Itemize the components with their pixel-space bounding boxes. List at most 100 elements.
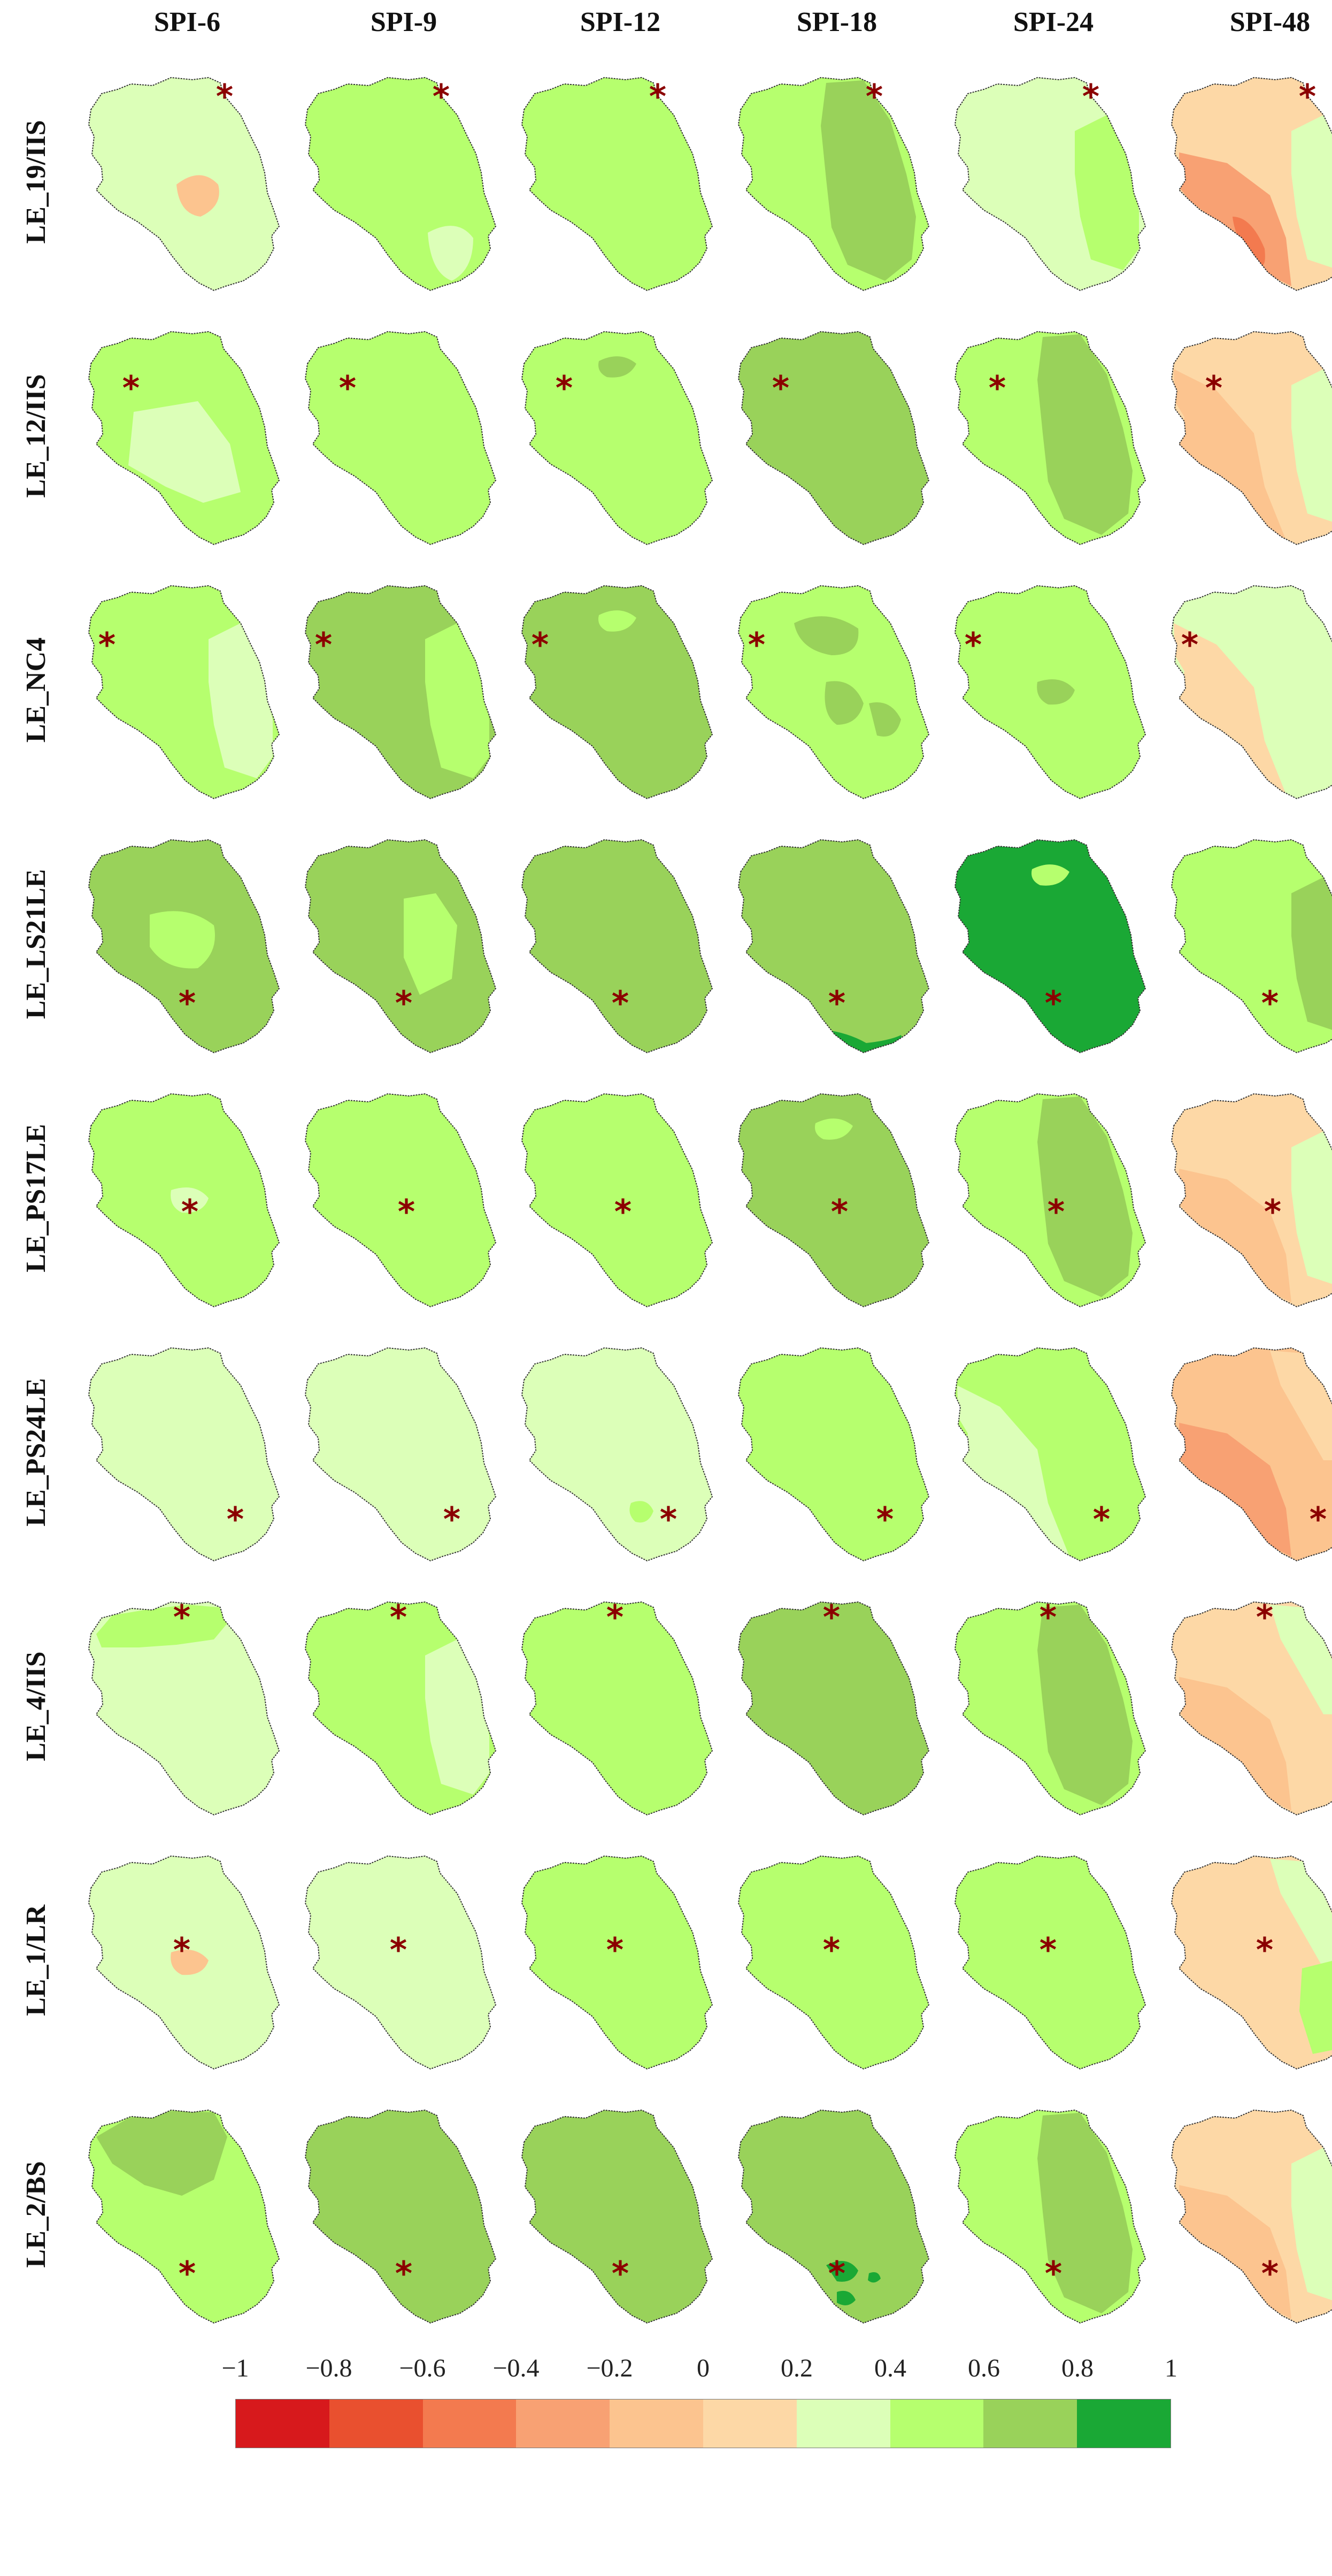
spi-map: * [737,1855,930,2070]
spi-zone [1037,2113,1133,2313]
region-boundary [521,1855,713,2070]
map-panel: * [730,1072,944,1324]
map-panel: * [946,1835,1160,2086]
region-boundary [88,1601,280,1816]
spi-map: * [521,1093,713,1308]
spi-map: * [304,585,497,800]
region-boundary [1171,331,1332,546]
column-header-spi-48: SPI-48 [1229,7,1311,37]
spi-map: * [521,585,713,800]
map-panel: * [297,310,511,562]
region-boundary [737,1093,930,1308]
spi-zone [128,401,241,503]
map-panel: * [946,818,1160,1070]
region-boundary [1171,839,1332,1054]
spi-map: * [954,2109,1146,2324]
region-boundary [304,839,497,1054]
spi-base-fill [955,1856,1145,2069]
spi-zone [815,1118,853,1140]
map-panel: * [80,1835,294,2086]
spi-map: * [737,1347,930,1562]
colorbar-segment [1077,2399,1171,2448]
spi-base-fill [89,1602,279,1815]
colorbar-segment [610,2399,703,2448]
spi-zone [794,616,901,737]
row-header: LE_NC4 [21,637,51,743]
spi-map: * [737,1093,930,1308]
region-boundary [88,585,280,800]
region-boundary [954,1347,1146,1562]
spi-base-fill [89,1348,279,1561]
station-marker-icon: * [866,77,883,116]
spi-map: * [954,331,1146,546]
map-panel: * [1163,1327,1332,1578]
spi-map: * [521,1347,713,1562]
spi-base-fill [305,1348,496,1561]
spi-map: * [88,1347,280,1562]
spi-base-fill [522,78,712,290]
spi-zone [176,175,219,217]
region-boundary [521,585,713,800]
region-boundary [954,585,1146,800]
spi-base-fill [522,2110,712,2323]
spi-zone [598,356,636,378]
map-panel: * [730,310,944,562]
colorbar-segment [236,2399,329,2448]
spi-base-fill [955,840,1145,1053]
spi-map: * [521,1855,713,2070]
spi-base-fill [522,840,712,1053]
spi-map: * [88,331,280,546]
colorbar-tick-label: −1 [221,2354,249,2382]
spi-map: * [737,331,930,546]
colorbar-tick-label: 1 [1165,2354,1177,2382]
region-boundary [88,1347,280,1562]
spi-zone [1037,679,1075,705]
map-panel: * [297,1581,511,1832]
region-boundary [954,1093,1146,1308]
spi-map: * [737,1598,930,1816]
map-panel: * [730,1835,944,2086]
station-marker-icon: * [390,1598,407,1637]
station-marker-icon: * [606,1930,623,1969]
spi-base-fill [522,1094,712,1307]
spi-zone [1037,334,1133,535]
row-header: LE_4/IIS [21,1651,51,1761]
spi-map: * [1171,1093,1332,1308]
station-marker-icon: * [612,2254,629,2293]
spi-base-fill [305,332,496,545]
spi-zone [629,1501,653,1523]
colorbar-tick-label: 0.4 [874,2354,906,2382]
map-panel: * [1163,56,1332,308]
region-boundary [954,331,1146,546]
map-panel: * [730,56,944,308]
spi-base-fill [522,1348,712,1561]
map-panel: * [730,1581,944,1832]
spi-map: * [737,839,930,1054]
region-boundary [737,839,930,1054]
station-marker-icon: * [173,1598,190,1637]
region-boundary [88,331,280,546]
spi-map: * [88,76,280,292]
station-marker-icon: * [989,369,1006,408]
spi-map: * [304,1093,497,1308]
region-boundary [304,1347,497,1562]
station-marker-icon: * [98,625,116,664]
station-marker-icon: * [614,1192,632,1231]
spi-zone [1291,369,1332,524]
region-boundary [88,76,280,292]
map-panel: * [80,1581,294,1832]
spi-map: * [737,76,930,292]
row-header: LE_PS17LE [21,1124,51,1272]
spi-map: * [521,1598,713,1816]
spi-map: * [304,331,497,546]
spi-zone [1174,623,1286,794]
station-marker-icon: * [315,625,332,664]
region-boundary [304,2109,497,2324]
colorbar-tick-label: 0.6 [968,2354,1000,2382]
spi-base-fill [305,840,496,1053]
spi-zone [1299,1958,1332,2054]
region-boundary [88,2109,280,2324]
station-marker-icon: * [612,984,629,1023]
map-panel: * [513,1581,727,1832]
region-boundary [521,1347,713,1562]
